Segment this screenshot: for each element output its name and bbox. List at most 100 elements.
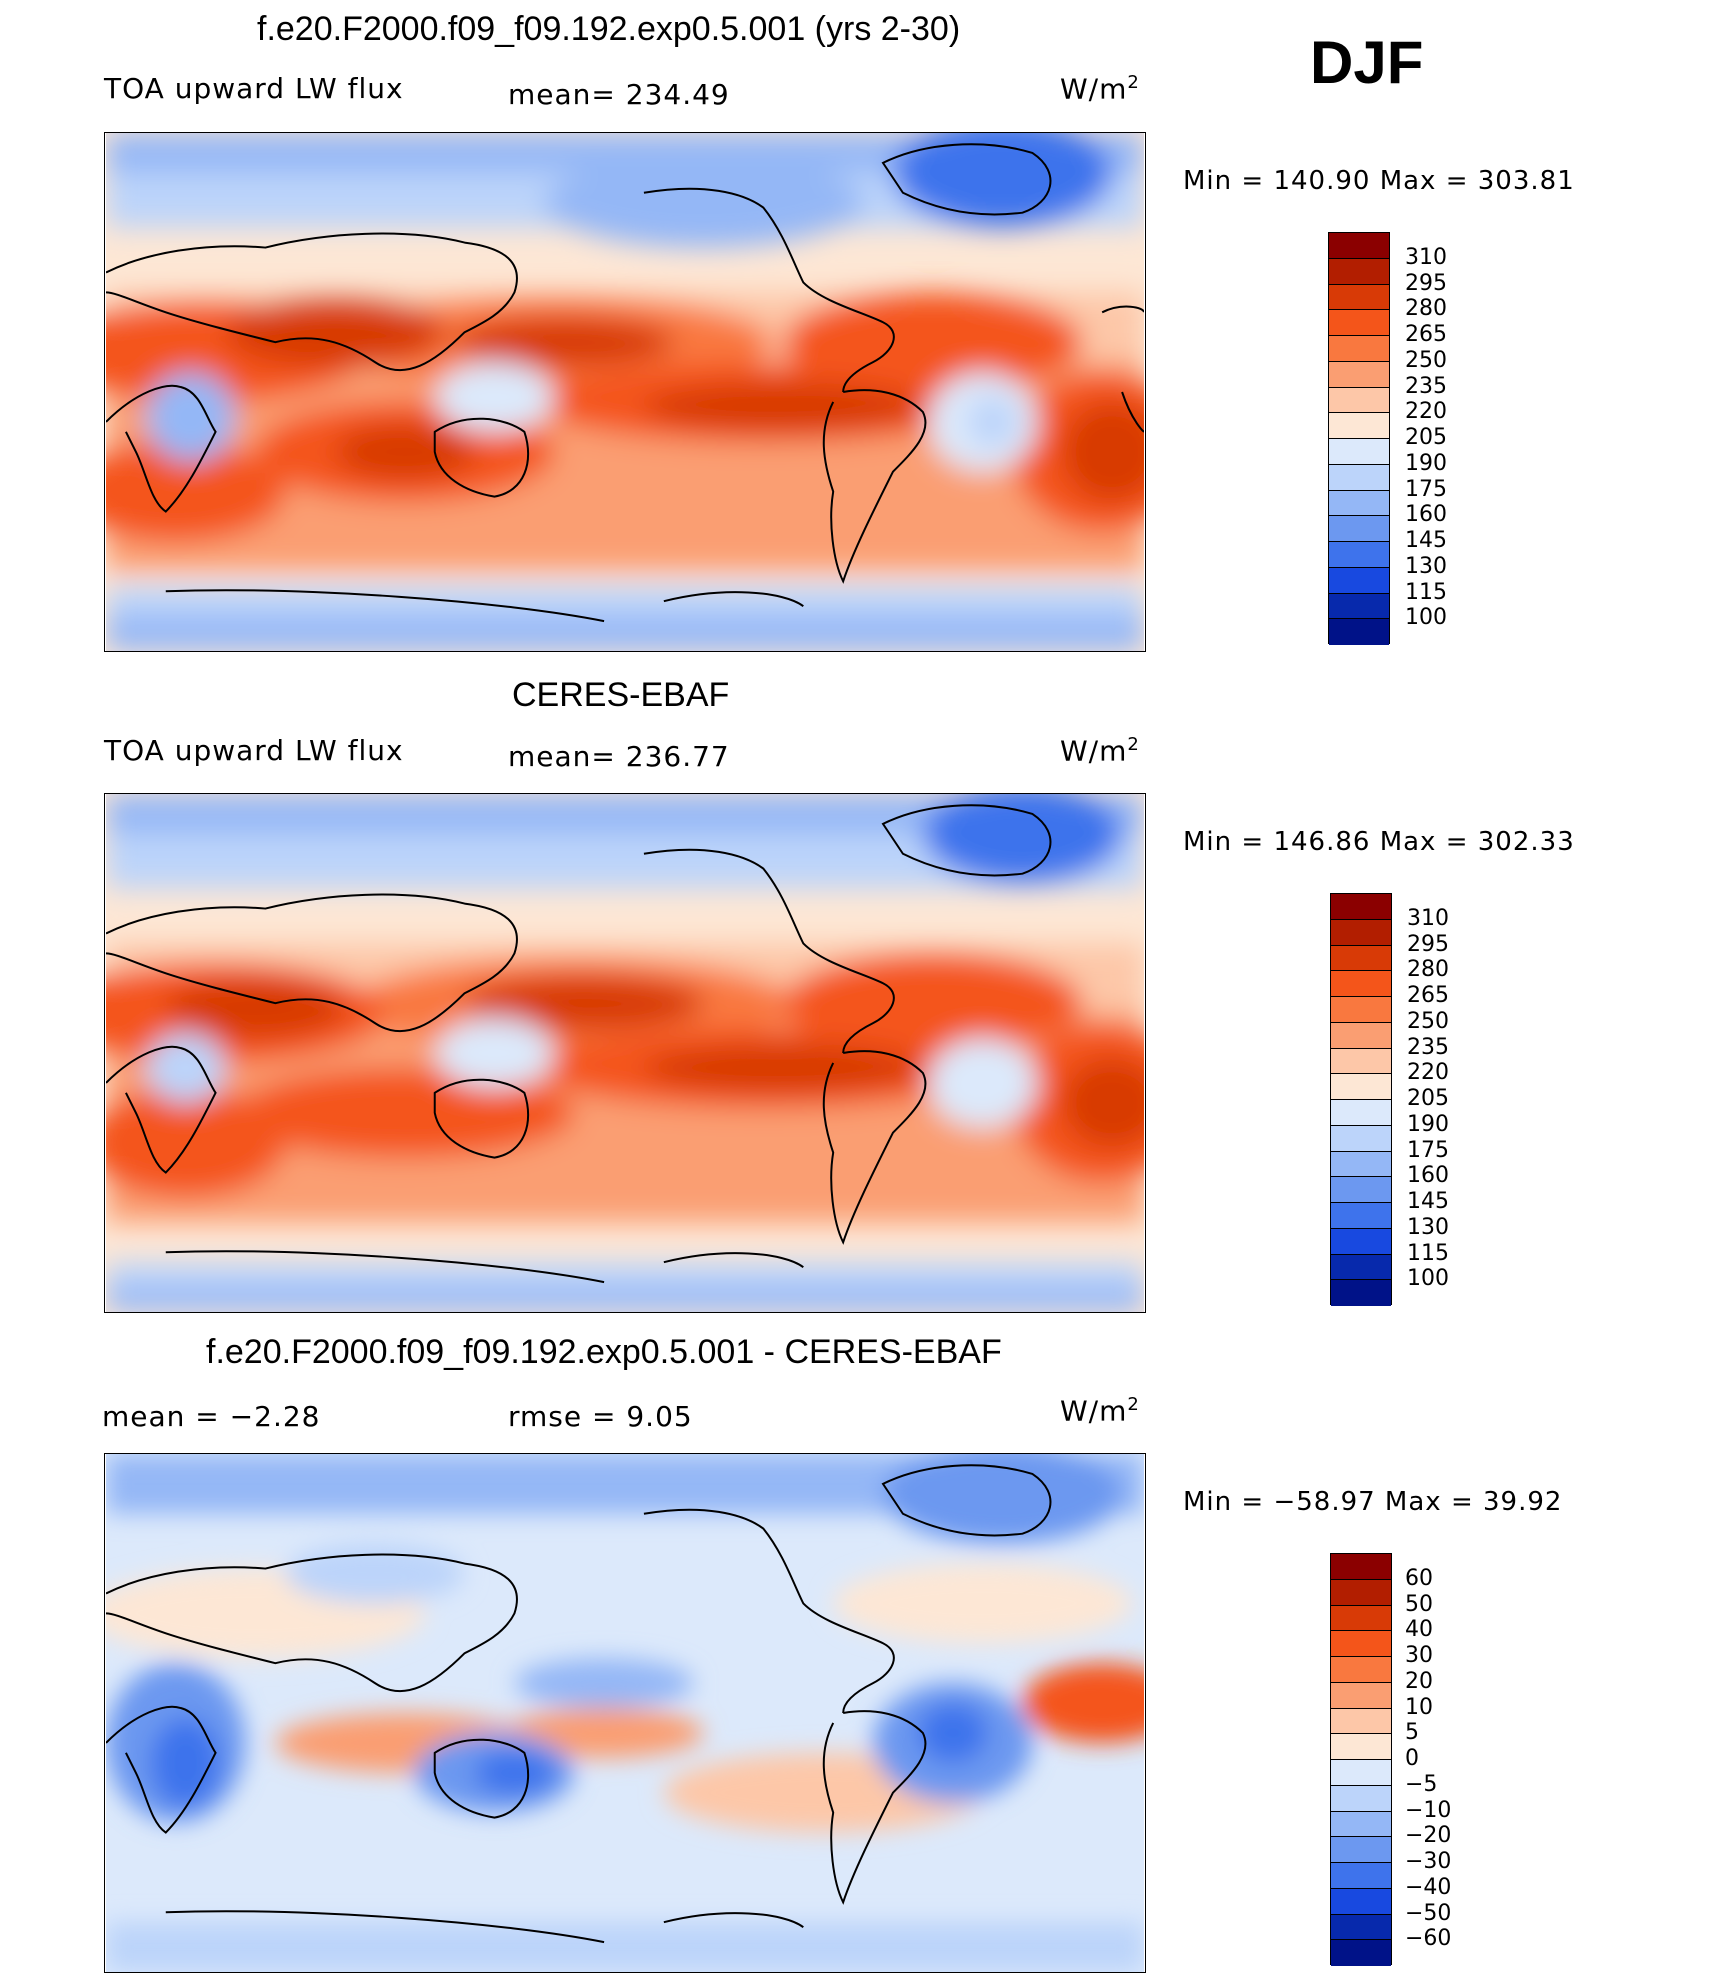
panel-2-colorbar-labels: 310 295 280 265 250 235 220 205 190 175 160 145 130 1…	[1407, 893, 1487, 1305]
colorbar-tick-label: 220	[1407, 1060, 1449, 1086]
colorbar-tick-label: −40	[1405, 1874, 1452, 1900]
panel-1-minmax: Min = 140.90 Max = 303.81	[1183, 166, 1575, 196]
panel-2-title: CERES-EBAF	[512, 676, 730, 714]
colorbar-swatch	[1329, 439, 1389, 465]
colorbar-swatch	[1331, 1048, 1391, 1075]
colorbar-tick-label: 160	[1405, 502, 1447, 528]
colorbar-swatch	[1331, 919, 1391, 946]
colorbar-swatch	[1329, 336, 1389, 362]
colorbar-tick-label: 235	[1407, 1034, 1449, 1060]
colorbar-swatch	[1329, 387, 1389, 414]
colorbar-swatch	[1331, 1837, 1391, 1863]
colorbar-tick-label: 100	[1407, 1266, 1449, 1292]
colorbar-tick-label: 265	[1407, 983, 1449, 1008]
panel-3-minmax: Min = −58.97 Max = 39.92	[1183, 1487, 1563, 1517]
panel-2-minmax: Min = 146.86 Max = 302.33	[1183, 827, 1575, 857]
colorbar-swatch	[1331, 1734, 1391, 1760]
colorbar-swatch	[1329, 233, 1389, 259]
colorbar-swatch	[1329, 490, 1389, 517]
colorbar-swatch	[1329, 310, 1389, 336]
colorbar-tick-label: 295	[1407, 931, 1449, 957]
colorbar-tick-label: −50	[1405, 1900, 1452, 1926]
colorbar-swatch	[1331, 1785, 1391, 1812]
colorbar-tick-label: 205	[1405, 425, 1447, 450]
panel-1-colorbar-labels: 310 295 280 265 250 235 220 205 190 175 160 145 130 1…	[1405, 232, 1485, 644]
colorbar-tick-label: 115	[1405, 579, 1447, 605]
panel-2-units: W/m2	[1060, 734, 1140, 768]
colorbar-tick-label: 130	[1407, 1214, 1449, 1240]
colorbar-swatch	[1331, 971, 1391, 997]
colorbar-swatch	[1331, 1554, 1391, 1580]
panel-3-title: f.e20.F2000.f09_f09.192.exp0.5.001 - CER…	[206, 1333, 1002, 1371]
colorbar-swatch	[1331, 945, 1391, 972]
colorbar-tick-label: 250	[1405, 347, 1447, 373]
panel-1-map	[104, 132, 1146, 652]
colorbar-tick-label: 5	[1405, 1720, 1419, 1746]
colorbar-tick-label: 175	[1407, 1137, 1449, 1163]
colorbar-tick-label: −10	[1405, 1797, 1452, 1823]
colorbar-swatch	[1331, 1151, 1391, 1178]
colorbar-tick-label: 130	[1405, 553, 1447, 579]
colorbar-tick-label: 205	[1407, 1086, 1449, 1111]
colorbar-swatch	[1329, 413, 1389, 439]
colorbar-swatch	[1331, 1940, 1391, 1966]
colorbar-tick-label: 250	[1407, 1008, 1449, 1034]
colorbar-tick-label: 115	[1407, 1240, 1449, 1266]
colorbar-tick-label: 280	[1405, 296, 1447, 322]
colorbar-tick-label: 10	[1405, 1694, 1433, 1720]
colorbar-swatch	[1329, 284, 1389, 311]
colorbar-tick-label: −5	[1405, 1771, 1438, 1797]
colorbar-swatch	[1331, 1280, 1391, 1306]
colorbar-swatch	[1331, 1760, 1391, 1786]
colorbar-tick-label: 235	[1405, 373, 1447, 399]
colorbar-swatch	[1331, 1811, 1391, 1838]
colorbar-swatch	[1331, 1863, 1391, 1889]
panel-1-units: W/m2	[1060, 72, 1140, 106]
panel-1-colorbar	[1328, 232, 1390, 645]
colorbar-swatch	[1331, 1228, 1391, 1255]
panel-3-colorbar	[1330, 1553, 1392, 1966]
panel-3-units: W/m2	[1060, 1394, 1140, 1428]
panel-2-variable-label: TOA upward LW flux	[104, 734, 404, 767]
panel-3-mean-label: mean = −2.28	[102, 1400, 321, 1433]
colorbar-tick-label: 175	[1405, 476, 1447, 502]
colorbar-tick-label: 50	[1405, 1591, 1433, 1617]
colorbar-swatch	[1331, 1203, 1391, 1229]
panel-3-rmse-label: rmse = 9.05	[508, 1400, 693, 1433]
colorbar-tick-label: −20	[1405, 1823, 1452, 1849]
colorbar-tick-label: 30	[1405, 1643, 1433, 1668]
colorbar-swatch	[1329, 619, 1389, 645]
colorbar-tick-label: 295	[1405, 270, 1447, 296]
colorbar-tick-label: 190	[1407, 1111, 1449, 1137]
colorbar-tick-label: 265	[1405, 322, 1447, 347]
colorbar-swatch	[1329, 516, 1389, 542]
colorbar-tick-label: 220	[1405, 399, 1447, 425]
colorbar-tick-label: 40	[1405, 1617, 1433, 1643]
colorbar-swatch	[1331, 1888, 1391, 1915]
colorbar-swatch	[1331, 1254, 1391, 1281]
colorbar-swatch	[1331, 1914, 1391, 1941]
colorbar-swatch	[1329, 593, 1389, 620]
panel-2-mean-label: mean= 236.77	[508, 740, 730, 773]
colorbar-tick-label: 60	[1405, 1565, 1433, 1591]
colorbar-tick-label: 145	[1407, 1189, 1449, 1214]
panel-1-mean-label: mean= 234.49	[508, 78, 730, 111]
colorbar-swatch	[1331, 1682, 1391, 1709]
colorbar-tick-label: 190	[1405, 450, 1447, 476]
panel-2-colorbar	[1330, 893, 1392, 1306]
colorbar-swatch	[1329, 464, 1389, 491]
colorbar-swatch	[1331, 1605, 1391, 1632]
colorbar-swatch	[1331, 1657, 1391, 1683]
colorbar-swatch	[1331, 1177, 1391, 1203]
colorbar-swatch	[1329, 258, 1389, 285]
colorbar-tick-label: 0	[1405, 1746, 1419, 1771]
colorbar-swatch	[1331, 1100, 1391, 1126]
panel-3-map	[104, 1453, 1146, 1973]
colorbar-swatch	[1331, 894, 1391, 920]
colorbar-tick-label: −30	[1405, 1849, 1452, 1874]
panel-3-colorbar-labels: 60 50 40 30 20 10 5 0 −5 −10 −20 −30 −40 −50 −60	[1405, 1553, 1485, 1965]
colorbar-swatch	[1331, 1708, 1391, 1735]
colorbar-tick-label: 20	[1405, 1668, 1433, 1694]
colorbar-tick-label: 145	[1405, 528, 1447, 553]
colorbar-tick-label: 310	[1405, 244, 1447, 270]
